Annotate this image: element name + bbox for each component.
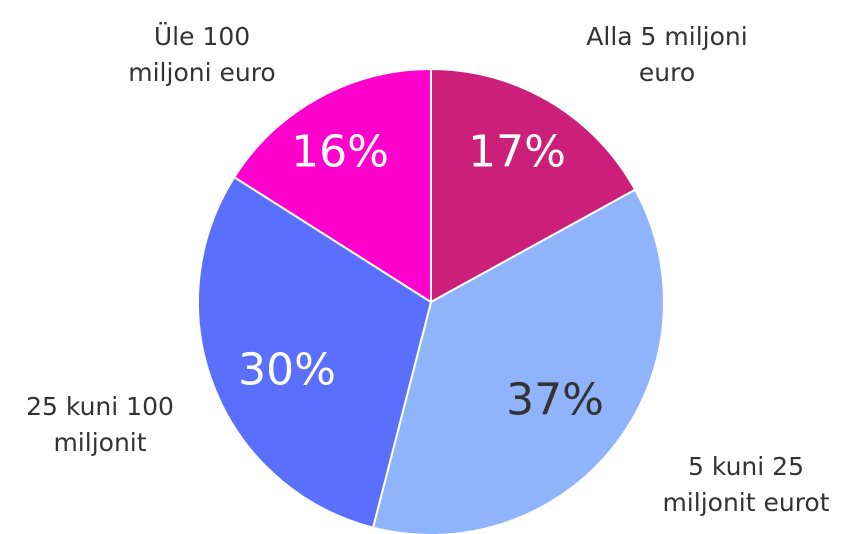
- category-label: 25 kuni 100 miljonit: [26, 392, 174, 457]
- pie-slice: [430, 67, 637, 304]
- pie-slice: [197, 175, 433, 529]
- value-label: 16%: [291, 126, 389, 178]
- category-label: 5 kuni 25 miljonit eurot: [662, 452, 830, 517]
- category-label: Alla 5 miljoni euro: [586, 22, 748, 87]
- value-label: 30%: [238, 344, 336, 396]
- pie-slice: [371, 188, 665, 534]
- value-label: 17%: [468, 126, 566, 178]
- category-label: Üle 100 miljoni euro: [128, 22, 276, 87]
- value-label: 37%: [506, 374, 604, 426]
- pie-slice: [232, 67, 432, 304]
